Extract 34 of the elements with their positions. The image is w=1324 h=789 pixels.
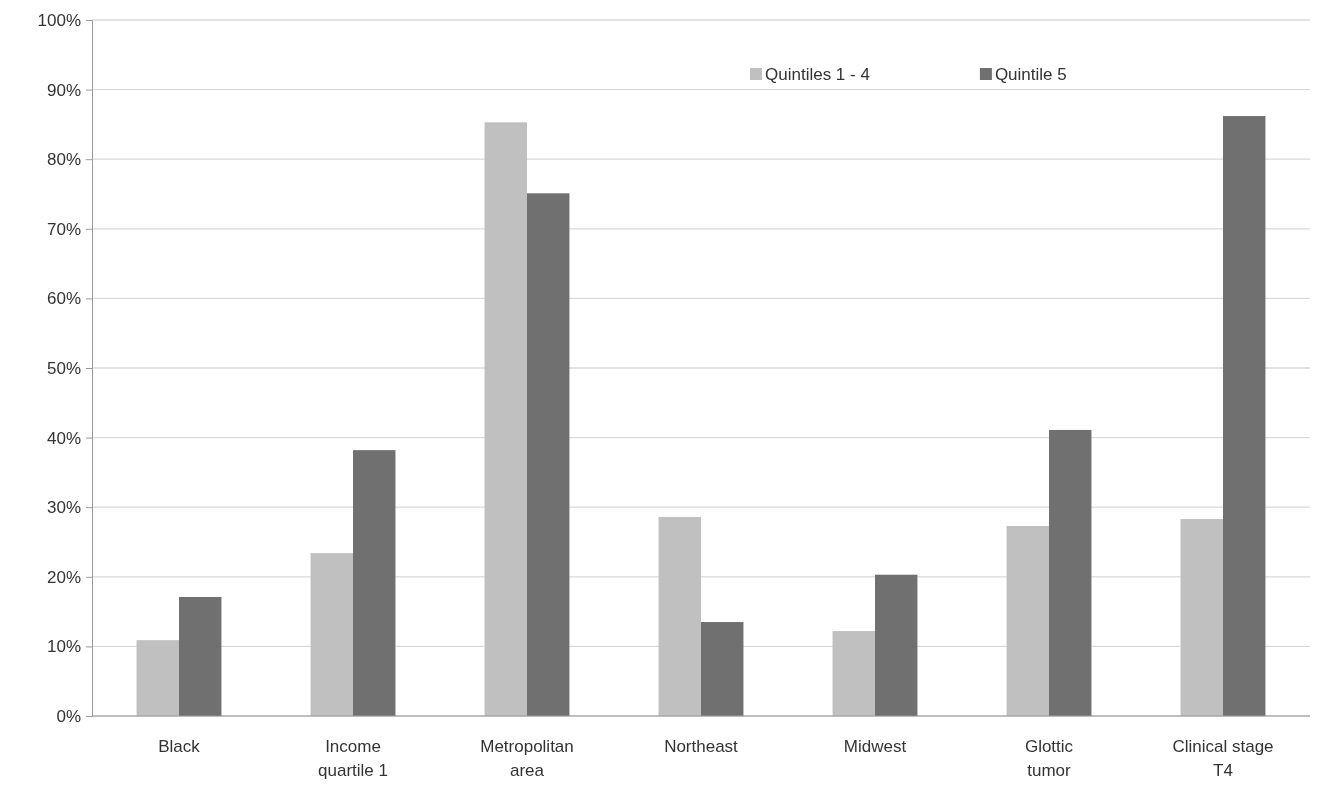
x-tick-label: Income quartile 1 [318, 737, 388, 780]
y-tick-label: 20% [46, 567, 81, 587]
bar [1180, 519, 1223, 716]
bar [484, 122, 527, 716]
legend-label: Quintiles 1 - 4 [765, 65, 870, 84]
y-tick-label: 60% [46, 289, 81, 309]
bar [310, 553, 353, 716]
x-tick-label: Northeast [664, 737, 739, 756]
bar [136, 640, 179, 716]
bar [353, 450, 396, 716]
y-tick-label: 90% [46, 80, 81, 100]
bar [701, 622, 744, 716]
y-tick-label: 50% [46, 358, 81, 378]
y-tick-label: 10% [46, 637, 81, 657]
bar [658, 516, 701, 716]
y-tick-label: 70% [46, 219, 81, 239]
y-tick-label: 100% [37, 10, 81, 30]
bar [527, 193, 570, 716]
bar [1006, 525, 1049, 716]
bar [875, 574, 918, 716]
bar [179, 596, 222, 716]
y-tick-label: 0% [56, 706, 81, 726]
x-tick-label: Black [158, 737, 201, 756]
bar [1223, 116, 1266, 716]
bar [1049, 429, 1092, 716]
y-tick-label: 40% [46, 428, 81, 448]
x-tick-label: Metropolitan area [480, 737, 574, 780]
legend-label: Quintile 5 [994, 65, 1067, 84]
x-tick-label: Midwest [843, 737, 907, 756]
y-tick-label: 80% [46, 150, 81, 170]
y-tick-label: 30% [46, 498, 81, 518]
x-tick-label: Glottic tumor [1024, 737, 1074, 780]
x-tick-label: Clinical stage T4 [1172, 737, 1274, 780]
bar [832, 631, 875, 716]
